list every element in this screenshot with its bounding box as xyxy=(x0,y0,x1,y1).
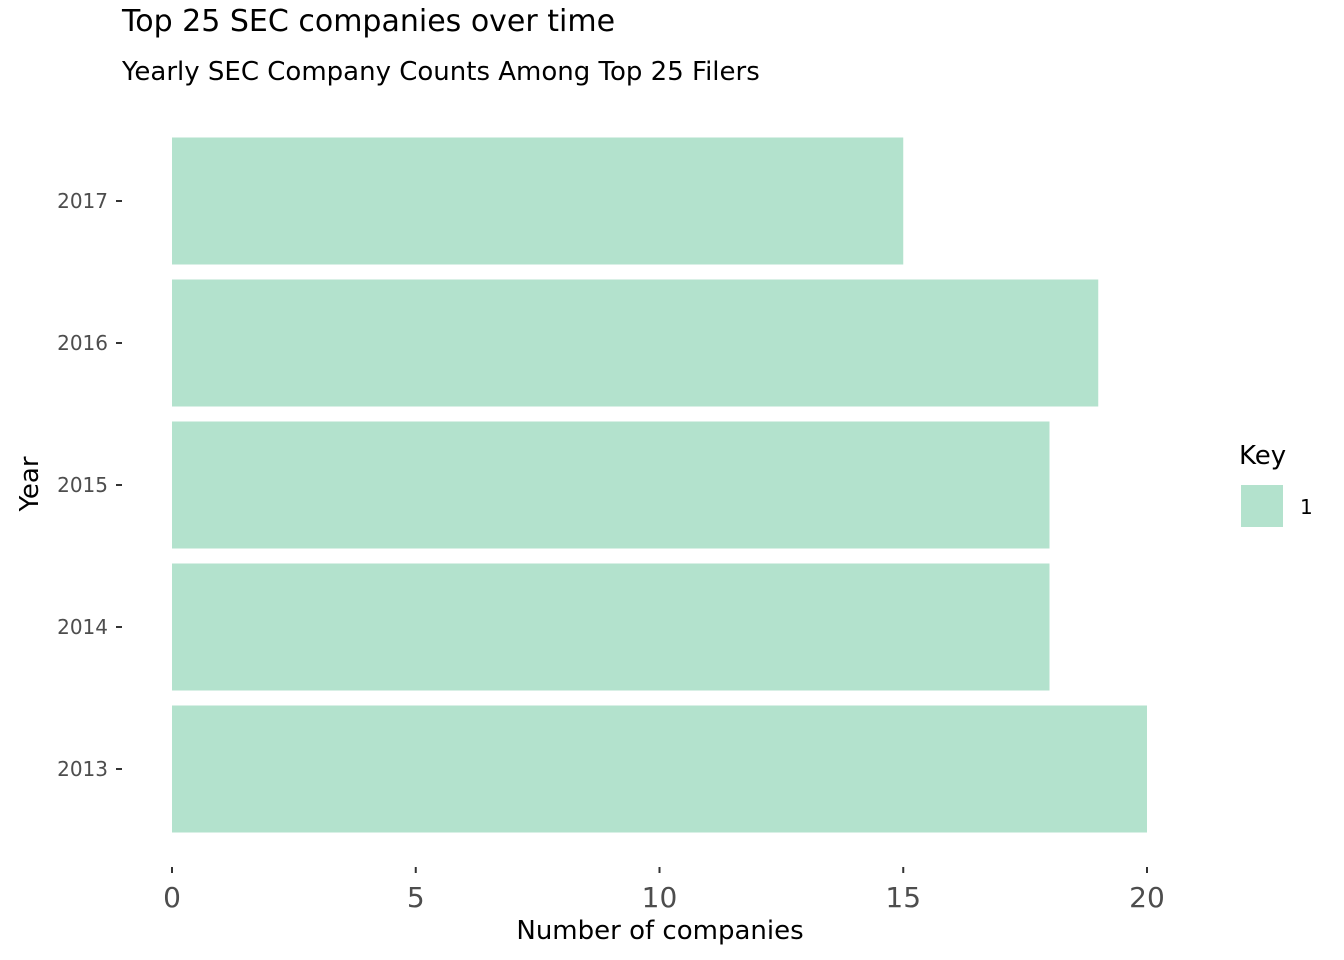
x-axis: 0 5 10 15 20 xyxy=(163,867,1165,914)
x-tick-label-10: 10 xyxy=(642,881,678,914)
y-tick-label-2017: 2017 xyxy=(57,189,108,213)
x-tick-label-5: 5 xyxy=(407,881,425,914)
legend: Key 1 xyxy=(1239,441,1313,527)
bar-2017 xyxy=(172,137,904,265)
legend-entry-label: 1 xyxy=(1300,495,1313,519)
x-tick-label-20: 20 xyxy=(1129,881,1165,914)
bar-2014 xyxy=(172,563,1050,691)
legend-key-swatch xyxy=(1241,485,1283,527)
bar-2016 xyxy=(172,279,1099,407)
y-tick-label-2016: 2016 xyxy=(57,331,108,355)
bar-2013 xyxy=(172,705,1147,833)
y-tick-label-2015: 2015 xyxy=(57,473,108,497)
bars-group xyxy=(172,137,1147,833)
bar-2015 xyxy=(172,421,1050,549)
x-tick-label-0: 0 xyxy=(163,881,181,914)
x-axis-title: Number of companies xyxy=(516,916,803,946)
y-axis-title: Year xyxy=(15,456,45,512)
x-tick-label-15: 15 xyxy=(885,881,921,914)
chart-subtitle: Yearly SEC Company Counts Among Top 25 F… xyxy=(121,57,760,87)
y-tick-label-2013: 2013 xyxy=(57,757,108,781)
legend-title: Key xyxy=(1239,441,1286,471)
chart-title: Top 25 SEC companies over time xyxy=(121,4,615,39)
y-axis: 2013 2014 2015 2016 2017 xyxy=(57,189,122,781)
y-tick-label-2014: 2014 xyxy=(57,615,108,639)
